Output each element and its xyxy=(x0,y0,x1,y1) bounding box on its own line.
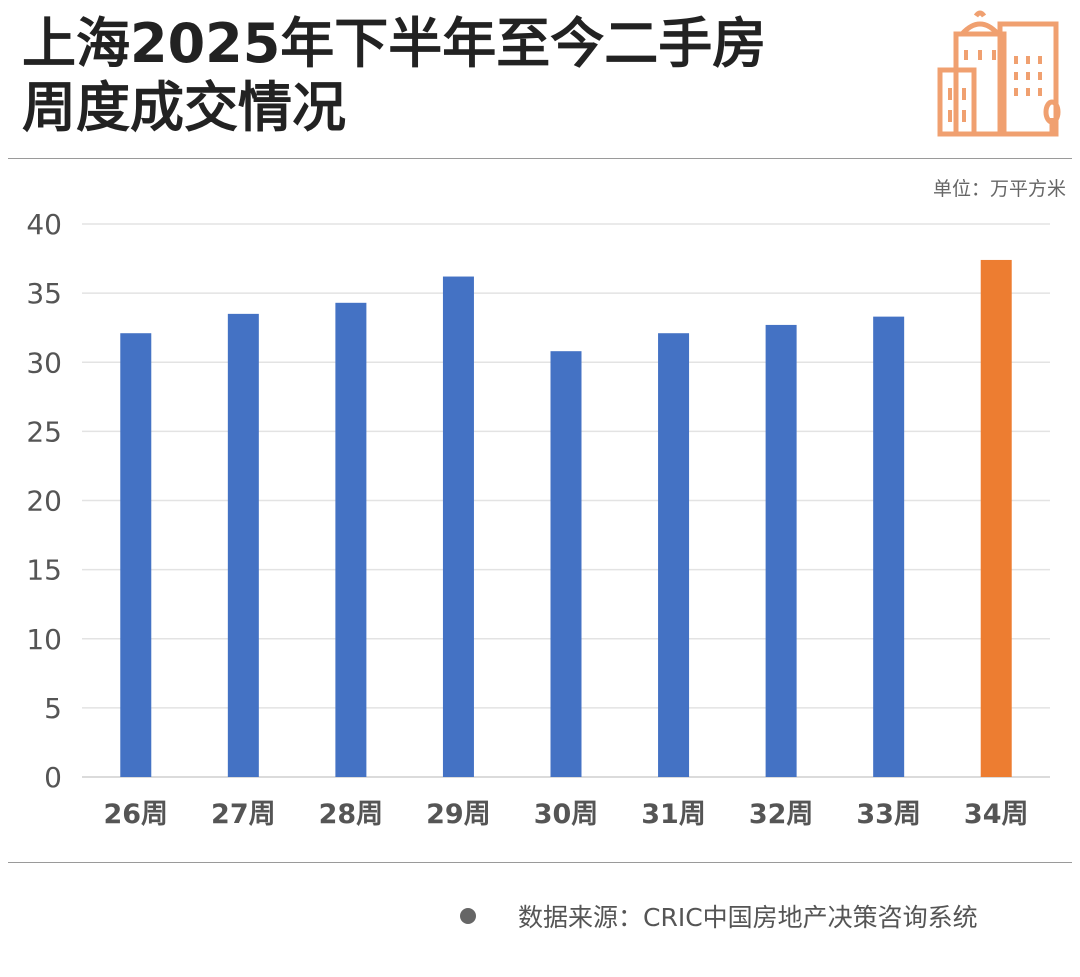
bar xyxy=(765,324,797,777)
bar xyxy=(980,259,1012,777)
y-tick-label: 5 xyxy=(44,692,62,725)
y-tick-label: 25 xyxy=(26,415,62,448)
x-tick-label: 26周 xyxy=(103,799,168,830)
y-tick-label: 30 xyxy=(26,346,62,379)
y-tick-label: 40 xyxy=(26,208,62,241)
y-tick-label: 35 xyxy=(26,277,62,310)
x-tick-label: 31周 xyxy=(641,799,706,830)
header-divider xyxy=(8,158,1072,159)
x-tick-label: 30周 xyxy=(534,799,599,830)
x-tick-label: 27周 xyxy=(211,799,276,830)
title-line-1: 上海2025年下半年至今二手房 xyxy=(22,12,767,75)
source-label: 数据来源：CRIC中国房地产决策咨询系统 xyxy=(518,903,978,932)
y-tick-label: 0 xyxy=(44,761,62,794)
bar xyxy=(335,302,367,777)
bar-chart: 0 5 10 15 20 25 30 35 40 26周 27周 28周 29周 30周 31周 32周 33周… xyxy=(26,208,1050,830)
x-tick-label: 33周 xyxy=(856,799,921,830)
chart-title: 上海2025年下半年至今二手房 周度成交情况 xyxy=(22,12,766,140)
bar xyxy=(873,316,905,777)
bar xyxy=(658,333,690,777)
bar xyxy=(227,313,259,777)
buildings-icon xyxy=(937,10,1061,137)
bar xyxy=(550,351,582,777)
title-line-2: 周度成交情况 xyxy=(22,76,346,139)
x-tick-label: 32周 xyxy=(749,799,814,830)
x-tick-label: 29周 xyxy=(426,799,491,830)
bullet-icon xyxy=(460,908,476,924)
y-tick-label: 10 xyxy=(26,623,62,656)
footer-divider xyxy=(8,862,1072,863)
y-tick-label: 20 xyxy=(26,485,62,518)
bar xyxy=(442,276,474,777)
x-tick-label: 28周 xyxy=(319,799,384,830)
bar xyxy=(120,333,152,777)
y-tick-label: 15 xyxy=(26,554,62,587)
x-tick-label: 34周 xyxy=(964,799,1029,830)
unit-label: 单位：万平方米 xyxy=(932,178,1066,200)
source-note: 数据来源：CRIC中国房地产决策咨询系统 xyxy=(460,898,978,934)
